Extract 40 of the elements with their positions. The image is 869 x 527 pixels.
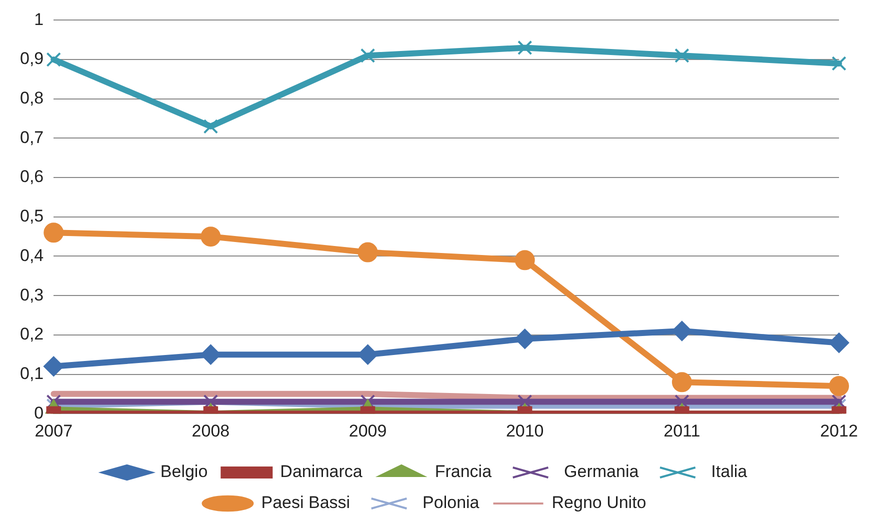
point — [44, 356, 64, 376]
y-tick-label: 1 — [34, 10, 44, 29]
legend-label: Germania — [564, 462, 640, 482]
point — [832, 56, 846, 71]
point — [829, 332, 849, 353]
y-tick-label: 0,6 — [20, 167, 44, 186]
legend-label: Polonia — [422, 493, 480, 512]
x-tick-label: 2012 — [820, 421, 858, 440]
point — [674, 48, 690, 63]
point — [203, 119, 218, 134]
legend-label: Italia — [711, 462, 748, 482]
point — [44, 222, 64, 243]
legend-label: Regno Unito — [552, 493, 646, 512]
point — [514, 328, 535, 349]
point — [514, 250, 535, 270]
legend-label: Danimarca — [280, 462, 363, 482]
y-tick-label: 0,5 — [20, 206, 44, 226]
point — [672, 372, 692, 392]
point — [200, 226, 221, 247]
point — [360, 48, 376, 63]
x-tick-label: 2007 — [34, 421, 73, 440]
y-tick-label: 0,8 — [20, 88, 44, 108]
legend-label: Paesi Bassi — [261, 493, 350, 512]
y-tick-label: 0,3 — [20, 285, 44, 304]
x-tick-label: 2009 — [348, 421, 387, 440]
point — [46, 52, 61, 67]
y-tick-label: 0,2 — [20, 324, 44, 344]
y-tick-label: 0,9 — [20, 49, 44, 68]
y-tick-label: 0 — [34, 403, 44, 422]
y-tick-label: 0,4 — [20, 246, 44, 265]
x-tick-label: 2011 — [664, 421, 700, 440]
legend-label: Belgio — [160, 462, 208, 482]
point — [517, 40, 532, 56]
point — [358, 242, 378, 262]
point — [829, 376, 849, 396]
y-tick-label: 0,1 — [20, 364, 44, 383]
y-tick-label: 0,7 — [20, 128, 44, 147]
x-tick-label: 2010 — [506, 421, 544, 440]
legend-label: Francia — [434, 462, 492, 482]
x-tick-label: 2008 — [192, 421, 230, 440]
